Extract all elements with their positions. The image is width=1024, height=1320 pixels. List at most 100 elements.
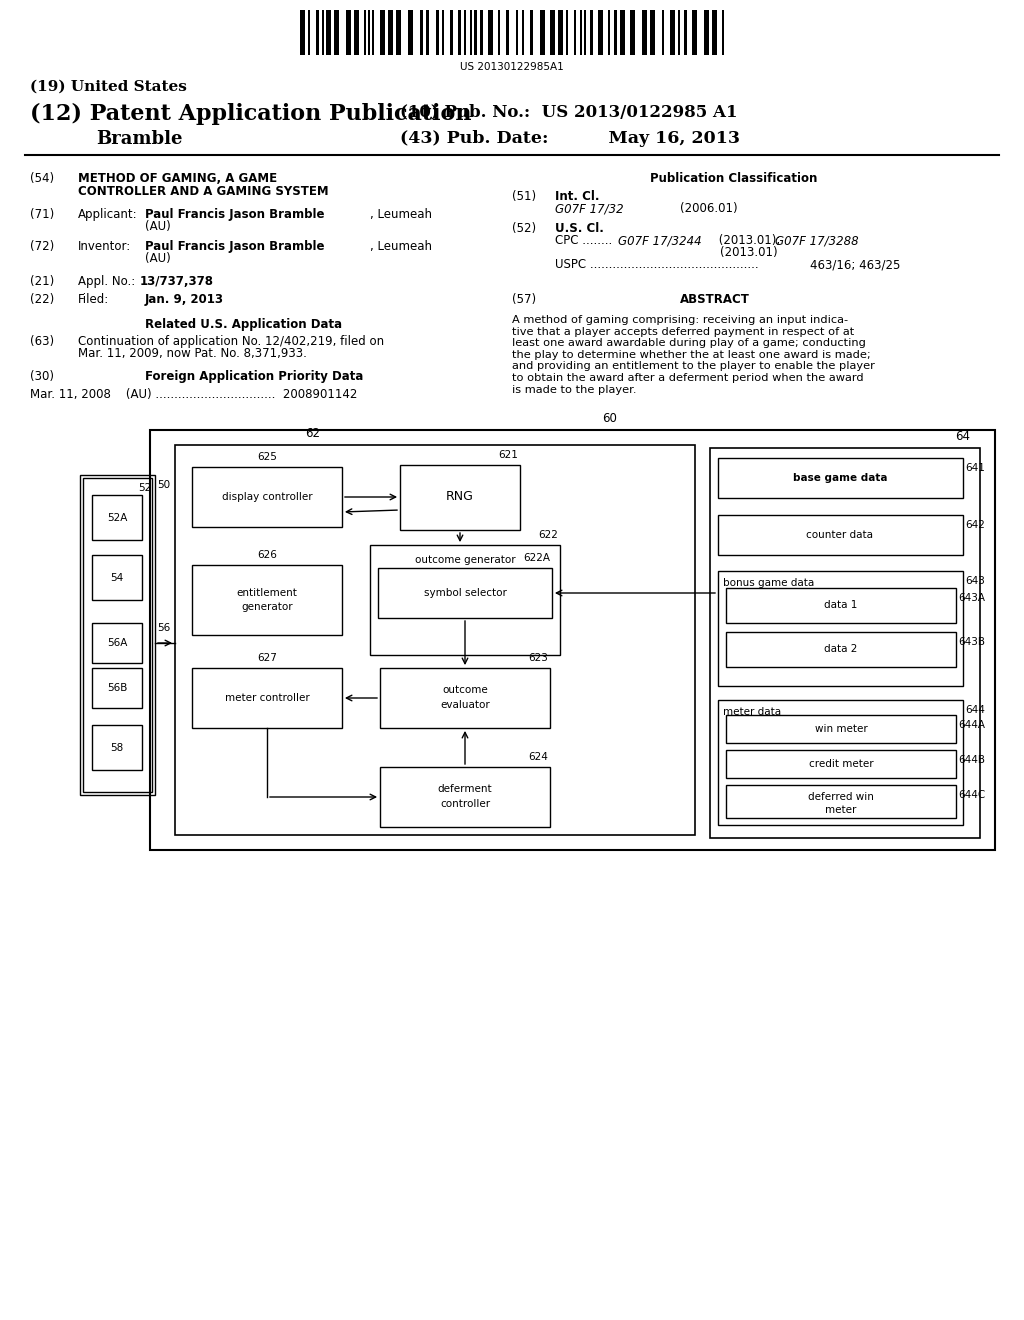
Bar <box>193 565 342 635</box>
Bar <box>326 11 331 55</box>
Bar <box>388 11 392 55</box>
Text: 56: 56 <box>157 623 170 634</box>
Bar <box>380 767 550 828</box>
Bar <box>368 11 370 55</box>
Text: (2013.01);: (2013.01); <box>715 234 784 247</box>
Text: evaluator: evaluator <box>440 700 489 710</box>
Text: (21): (21) <box>30 275 54 288</box>
Text: Int. Cl.: Int. Cl. <box>555 190 599 203</box>
Text: Mar. 11, 2009, now Pat. No. 8,371,933.: Mar. 11, 2009, now Pat. No. 8,371,933. <box>78 347 307 360</box>
Bar <box>420 11 423 55</box>
Bar <box>400 465 520 531</box>
Bar <box>480 11 483 55</box>
Text: Paul Francis Jason Bramble: Paul Francis Jason Bramble <box>145 209 325 220</box>
Text: (63): (63) <box>30 335 54 348</box>
Bar <box>80 475 155 795</box>
Bar <box>380 11 384 55</box>
Text: CONTROLLER AND A GAMING SYSTEM: CONTROLLER AND A GAMING SYSTEM <box>78 185 329 198</box>
Text: 52A: 52A <box>106 513 127 523</box>
Bar <box>650 11 654 55</box>
Bar <box>498 11 500 55</box>
Bar <box>193 668 342 729</box>
Text: (52): (52) <box>512 222 537 235</box>
Bar <box>334 11 339 55</box>
Text: , Leumeah: , Leumeah <box>370 240 432 253</box>
Bar <box>705 11 709 55</box>
Bar <box>684 11 687 55</box>
Bar <box>92 623 142 663</box>
Text: meter controller: meter controller <box>224 693 309 704</box>
Text: base game data: base game data <box>793 473 887 483</box>
Text: deferment: deferment <box>437 784 493 795</box>
Text: bonus game data: bonus game data <box>723 578 814 587</box>
Bar <box>346 11 350 55</box>
Bar <box>566 11 567 55</box>
Bar <box>150 430 995 850</box>
Bar <box>550 11 555 55</box>
Bar <box>726 785 956 818</box>
Text: 56B: 56B <box>106 682 127 693</box>
Text: (43) Pub. Date:          May 16, 2013: (43) Pub. Date: May 16, 2013 <box>400 129 740 147</box>
Text: 643: 643 <box>965 576 985 586</box>
Text: 58: 58 <box>111 743 124 752</box>
Text: 463/16; 463/25: 463/16; 463/25 <box>810 257 900 271</box>
Bar <box>175 445 695 836</box>
Text: 644C: 644C <box>958 789 985 800</box>
Bar <box>630 11 635 55</box>
Bar <box>718 572 963 686</box>
Bar <box>584 11 586 55</box>
Text: 622A: 622A <box>523 553 550 564</box>
Bar <box>300 11 304 55</box>
Text: Jan. 9, 2013: Jan. 9, 2013 <box>145 293 224 306</box>
Bar <box>408 11 413 55</box>
Text: (72): (72) <box>30 240 54 253</box>
Bar <box>718 515 963 554</box>
Text: (10) Pub. No.:  US 2013/0122985 A1: (10) Pub. No.: US 2013/0122985 A1 <box>400 103 737 120</box>
Text: 622: 622 <box>539 531 558 540</box>
Text: 52: 52 <box>138 483 151 492</box>
Text: Paul Francis Jason Bramble: Paul Francis Jason Bramble <box>145 240 325 253</box>
Bar <box>354 11 358 55</box>
Bar <box>558 11 562 55</box>
Text: meter: meter <box>825 805 857 814</box>
Bar <box>470 11 471 55</box>
Bar <box>620 11 625 55</box>
Text: 643A: 643A <box>958 593 985 603</box>
Bar <box>464 11 466 55</box>
Text: Appl. No.:: Appl. No.: <box>78 275 139 288</box>
Text: 56A: 56A <box>106 638 127 648</box>
Text: (2013.01): (2013.01) <box>720 246 777 259</box>
Text: USPC .............................................: USPC ...................................… <box>555 257 759 271</box>
Text: Inventor:: Inventor: <box>78 240 131 253</box>
Text: deferred win: deferred win <box>808 792 873 803</box>
Text: generator: generator <box>242 602 293 612</box>
Text: 642: 642 <box>965 520 985 531</box>
Bar <box>692 11 696 55</box>
Text: US 20130122985A1: US 20130122985A1 <box>460 62 564 73</box>
Bar <box>662 11 664 55</box>
Bar <box>92 668 142 708</box>
Bar <box>712 11 717 55</box>
Text: credit meter: credit meter <box>809 759 873 770</box>
Bar <box>722 11 724 55</box>
Bar <box>458 11 461 55</box>
Text: , Leumeah: , Leumeah <box>370 209 432 220</box>
Text: 625: 625 <box>257 451 276 462</box>
Text: 62: 62 <box>305 426 319 440</box>
Text: 644: 644 <box>965 705 985 715</box>
Bar <box>726 587 956 623</box>
Text: symbol selector: symbol selector <box>424 587 507 598</box>
Bar <box>308 11 309 55</box>
Bar <box>370 545 560 655</box>
Bar <box>516 11 517 55</box>
Bar <box>436 11 439 55</box>
Text: controller: controller <box>440 799 490 809</box>
Text: CPC ........: CPC ........ <box>555 234 620 247</box>
Text: (54): (54) <box>30 172 54 185</box>
Text: entitlement: entitlement <box>237 587 297 598</box>
Bar <box>598 11 602 55</box>
Text: win meter: win meter <box>815 723 867 734</box>
Text: (AU): (AU) <box>145 220 171 234</box>
Bar <box>574 11 575 55</box>
Bar <box>580 11 582 55</box>
